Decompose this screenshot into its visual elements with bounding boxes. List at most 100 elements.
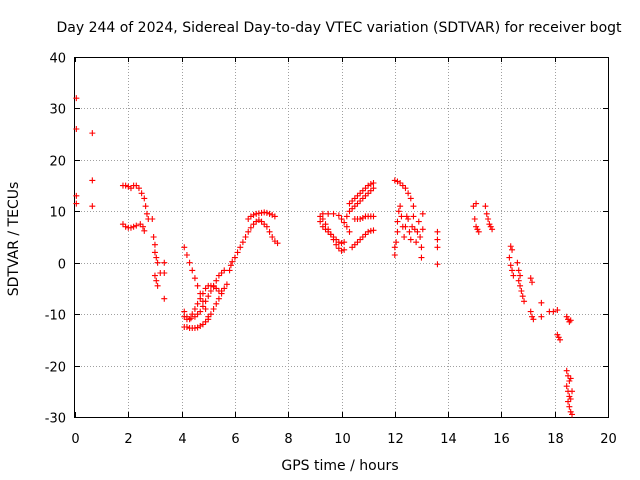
plot-frame (74, 57, 609, 418)
data-point (405, 190, 412, 197)
data-point (319, 216, 326, 222)
data-point (210, 282, 217, 289)
data-point (183, 316, 190, 323)
data-point (143, 210, 150, 217)
data-point (250, 211, 257, 218)
data-point (127, 185, 134, 192)
data-point (227, 262, 234, 269)
data-point (333, 241, 340, 248)
data-point (151, 249, 158, 256)
data-point (406, 228, 413, 235)
data-point (202, 318, 209, 325)
data-point (237, 244, 244, 251)
data-point (567, 396, 574, 402)
data-point (393, 239, 400, 246)
data-point (239, 239, 246, 246)
data-point (514, 259, 521, 266)
data-point (322, 221, 329, 228)
data-point (242, 234, 249, 240)
data-point (563, 383, 570, 390)
chart-title: Day 244 of 2024, Sidereal Day-to-day VTE… (56, 20, 622, 36)
data-point (402, 223, 409, 230)
data-point (194, 324, 201, 331)
data-point (218, 270, 225, 276)
data-point (529, 279, 536, 286)
data-point (191, 313, 198, 320)
data-point (226, 267, 233, 274)
data-point (341, 239, 348, 246)
data-point (515, 277, 522, 284)
data-point (395, 208, 402, 215)
data-point (434, 228, 441, 235)
y-tick-label: -20 (45, 361, 66, 376)
data-point (194, 300, 201, 307)
data-point (189, 267, 196, 274)
x-tick-label: 20 (600, 432, 617, 447)
y-tick-label: 40 (49, 52, 66, 67)
data-point (335, 212, 342, 219)
data-point (567, 408, 574, 415)
x-tick-label: 12 (387, 432, 404, 447)
y-tick-label: 20 (49, 155, 66, 170)
data-point (538, 299, 545, 306)
data-point (563, 367, 570, 374)
data-point (183, 252, 190, 258)
data-point (530, 316, 537, 323)
data-point (521, 298, 528, 305)
data-point (519, 293, 526, 300)
data-point (566, 393, 573, 400)
data-point (418, 254, 425, 261)
data-point (403, 213, 410, 220)
data-point (365, 228, 372, 235)
data-point (317, 218, 324, 225)
data-point (515, 267, 522, 274)
data-point (202, 285, 209, 292)
data-point (181, 244, 188, 251)
data-point (341, 246, 348, 253)
data-point (370, 227, 377, 234)
data-point (506, 254, 513, 261)
data-point (127, 224, 134, 231)
data-point (151, 241, 158, 248)
data-point (199, 321, 206, 328)
data-point (154, 282, 161, 289)
data-point (413, 239, 420, 246)
data-point (473, 223, 480, 230)
data-point (362, 192, 369, 199)
data-point (221, 267, 228, 274)
data-point (197, 308, 204, 315)
data-point (210, 306, 217, 312)
data-point (554, 307, 561, 314)
axis-ticks: 0 2 4 6 8 10 12 14 16 18 20 -30 -20 -10 0 10 20 30 40 (45, 52, 617, 448)
data-point (410, 203, 417, 210)
data-point (565, 316, 572, 323)
data-point (391, 177, 398, 184)
data-point (410, 213, 417, 220)
data-point (218, 290, 225, 297)
data-point (370, 213, 377, 220)
data-point (507, 262, 514, 269)
data-point (566, 403, 573, 410)
data-point (191, 275, 198, 282)
data-point (473, 200, 480, 207)
data-point (569, 411, 576, 418)
data-point (73, 192, 80, 199)
data-point (486, 221, 493, 228)
data-point (207, 311, 214, 318)
data-point (555, 334, 562, 341)
data-point (397, 180, 404, 186)
data-point (349, 244, 356, 251)
data-point (565, 398, 572, 405)
x-tick-label: 14 (440, 432, 457, 447)
data-point (351, 241, 358, 248)
data-point (151, 272, 158, 279)
data-point (417, 234, 424, 240)
data-point (362, 185, 369, 192)
data-point (367, 187, 374, 194)
data-point (181, 308, 188, 315)
data-point (194, 311, 201, 318)
data-point (474, 226, 481, 233)
data-point (138, 190, 145, 197)
data-point (489, 226, 496, 233)
